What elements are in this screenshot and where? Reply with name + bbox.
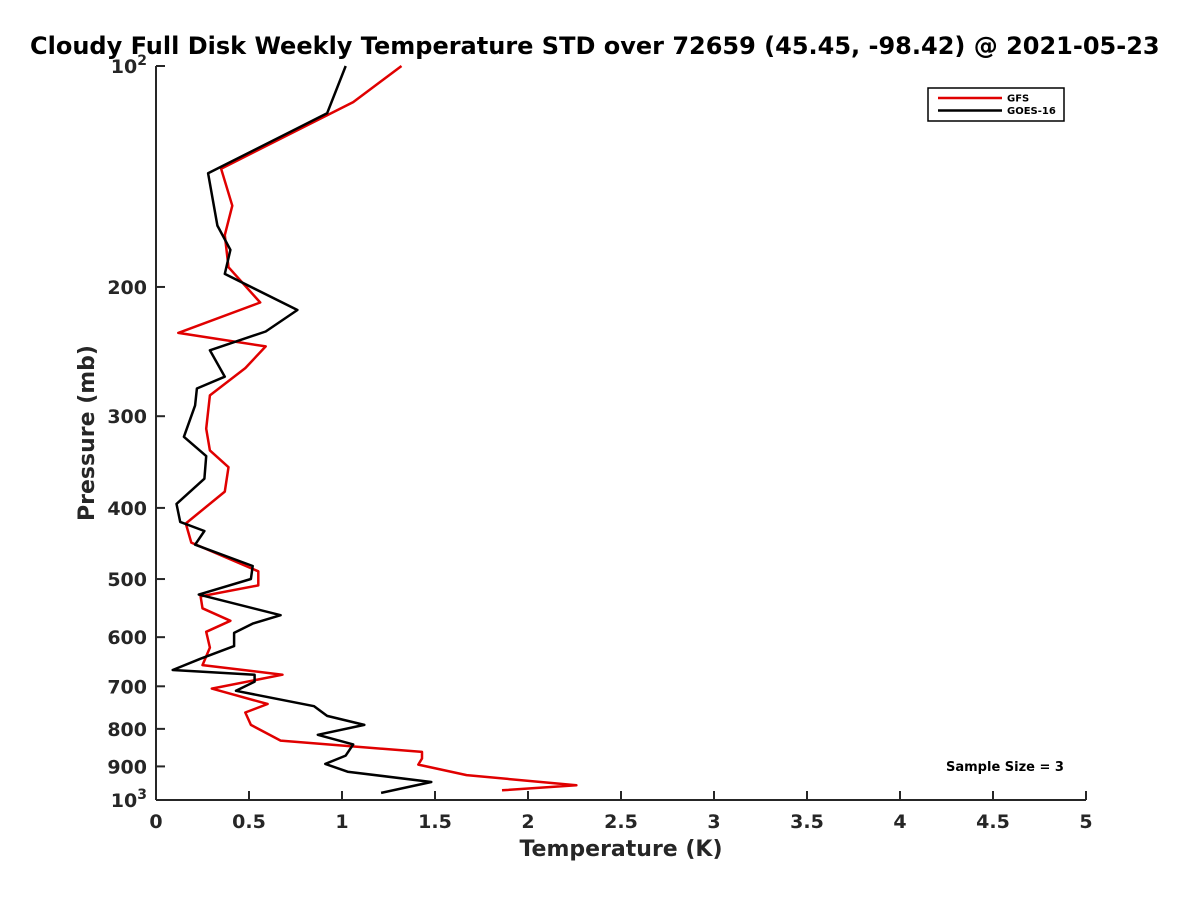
series-line-goes16 [171, 65, 433, 795]
legend-label-goes16: GOES-16 [1007, 106, 1056, 117]
legend: GFS GOES-16 [927, 87, 1065, 122]
y-tick-label: 500 [107, 569, 147, 591]
legend-label-gfs: GFS [1007, 94, 1029, 105]
legend-box [927, 87, 1065, 122]
plot-area: 0 0.5 1 1.5 2 2.5 3 3.5 4 4.5 5 102 200 300 400 500 600… [107, 53, 1092, 833]
x-tick-label: 1 [335, 811, 348, 833]
chart-title: Cloudy Full Disk Weekly Temperature STD … [30, 32, 1160, 60]
x-tick-label: 5 [1079, 811, 1092, 833]
y-tick-label: 900 [107, 756, 147, 778]
x-axis-label: Temperature (K) [519, 837, 722, 862]
y-tick-label: 103 [111, 787, 147, 812]
y-tick-label: 800 [107, 719, 147, 741]
x-ticks: 0 0.5 1 1.5 2 2.5 3 3.5 4 4.5 5 [149, 791, 1093, 833]
x-tick-label: 3.5 [790, 811, 824, 833]
x-tick-label: 4 [893, 811, 906, 833]
sample-size-annotation: Sample Size = 3 [946, 760, 1064, 775]
x-tick-label: 4.5 [976, 811, 1010, 833]
y-axis-label: Pressure (mb) [75, 345, 100, 521]
y-tick-label: 400 [107, 498, 147, 520]
y-tick-label: 300 [107, 406, 147, 428]
x-tick-label: 1.5 [418, 811, 452, 833]
y-tick-label: 102 [111, 53, 147, 78]
y-tick-label: 200 [107, 277, 147, 299]
x-tick-label: 0 [149, 811, 162, 833]
series-line-gfs [177, 64, 578, 792]
series-layer [171, 64, 578, 795]
y-ticks: 102 200 300 400 500 600 700 800 900 103 [107, 53, 165, 812]
x-tick-label: 0.5 [232, 811, 266, 833]
y-tick-label: 600 [107, 627, 147, 649]
y-tick-label: 700 [107, 676, 147, 698]
x-tick-label: 2 [521, 811, 534, 833]
x-tick-label: 3 [707, 811, 720, 833]
x-tick-label: 2.5 [604, 811, 638, 833]
